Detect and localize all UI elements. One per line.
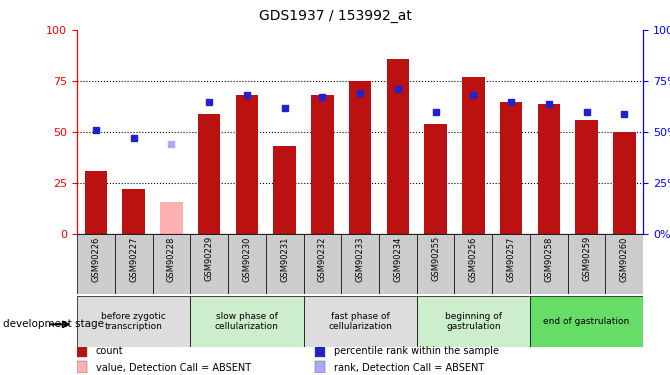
Text: GSM90259: GSM90259 <box>582 236 591 281</box>
Text: end of gastrulation: end of gastrulation <box>543 317 630 326</box>
Bar <box>273 147 296 234</box>
Bar <box>349 81 371 234</box>
Text: before zygotic
transcription: before zygotic transcription <box>101 312 166 331</box>
Text: GSM90258: GSM90258 <box>544 236 553 282</box>
Text: GSM90234: GSM90234 <box>393 236 403 282</box>
Text: GSM90257: GSM90257 <box>507 236 516 282</box>
Bar <box>77 345 87 357</box>
Bar <box>190 296 304 347</box>
Bar <box>77 296 190 347</box>
Text: GSM90260: GSM90260 <box>620 236 629 282</box>
Bar <box>153 234 190 294</box>
Bar <box>228 234 266 294</box>
Text: count: count <box>96 346 123 356</box>
Bar <box>236 95 258 234</box>
Text: rank, Detection Call = ABSENT: rank, Detection Call = ABSENT <box>334 363 484 373</box>
Bar <box>387 58 409 234</box>
Bar <box>84 171 107 234</box>
Bar <box>500 102 523 234</box>
Text: slow phase of
cellularization: slow phase of cellularization <box>215 312 279 331</box>
Bar <box>417 234 454 294</box>
Text: GSM90233: GSM90233 <box>356 236 364 282</box>
Text: GSM90229: GSM90229 <box>204 236 214 281</box>
Bar <box>115 234 153 294</box>
Text: GSM90226: GSM90226 <box>91 236 100 282</box>
Bar <box>613 132 636 234</box>
Bar <box>77 234 115 294</box>
Bar <box>537 104 560 234</box>
Bar <box>190 234 228 294</box>
Bar <box>576 120 598 234</box>
Bar <box>492 234 530 294</box>
Text: value, Detection Call = ABSENT: value, Detection Call = ABSENT <box>96 363 251 373</box>
Text: GSM90231: GSM90231 <box>280 236 289 282</box>
Bar <box>530 296 643 347</box>
Bar <box>379 234 417 294</box>
Text: development stage: development stage <box>3 320 105 329</box>
Bar <box>315 345 325 357</box>
Text: GSM90228: GSM90228 <box>167 236 176 282</box>
Bar <box>417 296 530 347</box>
Text: GSM90230: GSM90230 <box>243 236 251 282</box>
Bar <box>606 234 643 294</box>
Text: GSM90227: GSM90227 <box>129 236 138 282</box>
Bar <box>462 77 484 234</box>
Text: GDS1937 / 153992_at: GDS1937 / 153992_at <box>259 9 411 23</box>
Bar <box>567 234 606 294</box>
Bar <box>530 234 567 294</box>
Bar <box>304 296 417 347</box>
Bar <box>311 95 334 234</box>
Text: fast phase of
cellularization: fast phase of cellularization <box>328 312 392 331</box>
Text: GSM90256: GSM90256 <box>469 236 478 282</box>
Bar <box>123 189 145 234</box>
Bar <box>304 234 341 294</box>
Bar <box>454 234 492 294</box>
Bar <box>160 202 183 234</box>
Bar <box>315 362 325 373</box>
Bar <box>341 234 379 294</box>
Text: percentile rank within the sample: percentile rank within the sample <box>334 346 498 356</box>
Text: beginning of
gastrulation: beginning of gastrulation <box>445 312 502 331</box>
Bar <box>424 124 447 234</box>
Bar <box>266 234 304 294</box>
Bar <box>77 362 87 373</box>
Text: GSM90232: GSM90232 <box>318 236 327 282</box>
Text: GSM90255: GSM90255 <box>431 236 440 281</box>
Bar <box>198 114 220 234</box>
